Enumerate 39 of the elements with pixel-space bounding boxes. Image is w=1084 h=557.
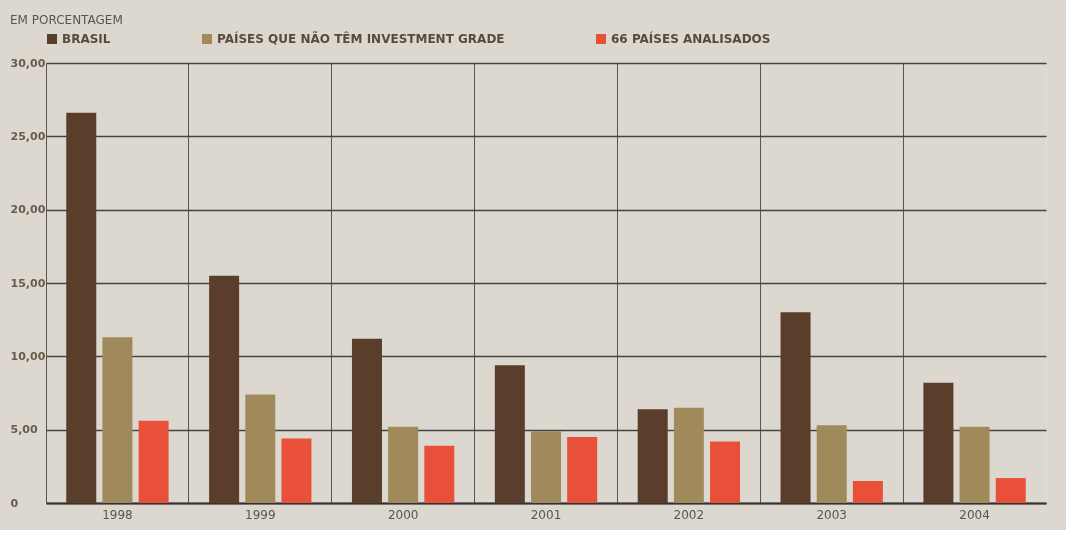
y-tick-label: 0 (10, 496, 19, 510)
x-tick-label: 1999 (245, 507, 276, 522)
y-tick-label: 10,00 (10, 349, 46, 363)
legend-label: PAÍSES QUE NÃO TÊM INVESTMENT GRADE (217, 31, 505, 46)
x-tick-label: 1998 (102, 507, 133, 522)
bar (567, 437, 598, 503)
legend-label: 66 PAÍSES ANALISADOS (611, 31, 771, 46)
bar (424, 445, 455, 503)
bar (281, 438, 312, 503)
bar (209, 275, 240, 503)
x-tick-label: 2000 (387, 507, 419, 522)
bar (995, 478, 1026, 503)
y-tick-label: 30,00 (10, 56, 46, 70)
legend-label: BRASIL (62, 32, 111, 46)
bar (673, 407, 704, 503)
bar (494, 365, 525, 503)
bar (102, 337, 133, 503)
bar (923, 382, 954, 503)
bar (138, 420, 169, 503)
x-tick-label: 2004 (959, 507, 990, 522)
chart-title: EM PORCENTAGEM (10, 13, 123, 27)
y-tick-label: 5,00 (10, 423, 38, 437)
x-tick-label: 2002 (673, 507, 705, 522)
bar (780, 312, 811, 503)
x-tick-label: 2003 (816, 507, 847, 522)
bar (852, 481, 883, 503)
y-tick-label: 15,00 (10, 276, 46, 290)
x-tick-label: 2001 (530, 507, 562, 522)
y-tick-label: 25,00 (10, 129, 46, 143)
bar (710, 441, 741, 503)
bar (66, 112, 97, 503)
bar (816, 425, 847, 503)
bar (351, 338, 382, 503)
bar (531, 431, 561, 503)
bar (245, 394, 276, 503)
y-tick-label: 20,00 (10, 203, 46, 217)
bar (637, 409, 668, 503)
bar (388, 426, 419, 503)
bar (959, 426, 990, 503)
